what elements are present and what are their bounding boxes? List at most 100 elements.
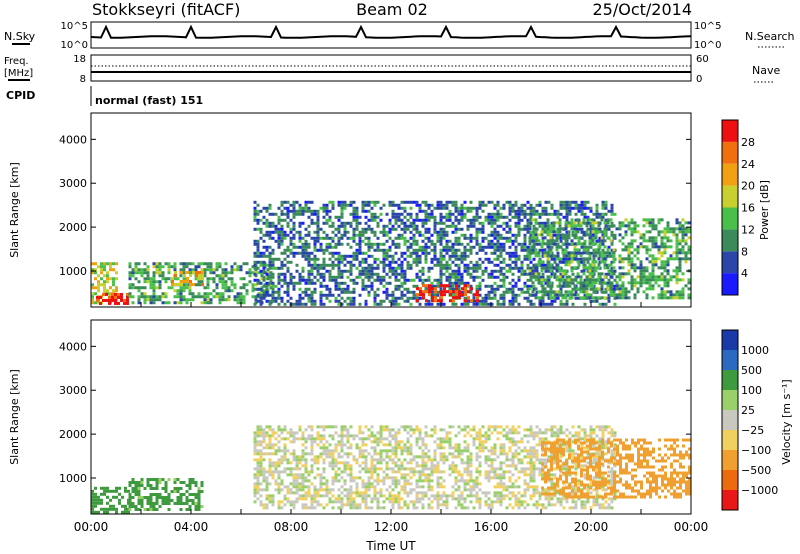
echo-cell — [585, 224, 589, 228]
echo-cell — [511, 284, 515, 288]
echo-cell — [630, 230, 634, 234]
echo-cell — [298, 461, 302, 465]
echo-cell — [418, 278, 422, 282]
echo-cell — [528, 248, 532, 252]
echo-cell — [176, 487, 180, 491]
echo-cell — [555, 257, 559, 261]
echo-cell — [660, 287, 664, 291]
echo-cell — [418, 275, 422, 279]
echo-cell — [325, 449, 329, 453]
echo-cell — [349, 269, 353, 273]
echo-cell — [409, 446, 413, 450]
echo-cell — [349, 506, 353, 510]
echo-cell — [310, 494, 314, 498]
echo-cell — [433, 242, 437, 246]
echo-cell — [594, 251, 598, 255]
echo-cell — [179, 502, 183, 506]
echo-cell — [552, 266, 556, 270]
echo-cell — [433, 257, 437, 261]
echo-cell — [442, 206, 446, 210]
echo-cell — [364, 302, 368, 306]
echo-cell — [493, 236, 497, 240]
echo-cell — [158, 505, 162, 509]
echo-cell — [564, 281, 568, 285]
echo-cell — [439, 248, 443, 252]
echo-cell — [564, 284, 568, 288]
echo-cell — [268, 458, 272, 462]
echo-cell — [448, 446, 452, 450]
echo-cell — [577, 206, 581, 210]
echo-cell — [403, 236, 407, 240]
echo-cell — [675, 245, 679, 249]
echo-cell — [440, 293, 443, 297]
echo-cell — [579, 236, 583, 240]
echo-cell — [277, 440, 281, 444]
echo-cell — [559, 206, 563, 210]
echo-cell — [256, 266, 260, 270]
echo-cell — [307, 209, 311, 213]
echo-cell — [307, 473, 311, 477]
echo-cell — [573, 245, 577, 249]
echo-cell — [137, 262, 141, 266]
echo-cell — [439, 482, 443, 486]
echo-cell — [528, 224, 532, 228]
echo-cell — [373, 212, 377, 216]
echo-cell — [660, 251, 664, 255]
echo-cell — [666, 284, 670, 288]
echo-cell — [562, 206, 566, 210]
echo-cell — [394, 269, 398, 273]
echo-cell — [559, 293, 563, 297]
echo-cell — [436, 293, 440, 297]
echo-cell — [546, 290, 550, 294]
echo-cell — [472, 269, 476, 273]
echo-cell — [174, 274, 177, 278]
echo-cell — [585, 248, 589, 252]
echo-cell — [298, 488, 302, 492]
echo-cell — [218, 262, 222, 266]
echo-cell — [343, 464, 347, 468]
echo-cell — [340, 428, 344, 432]
echo-cell — [559, 200, 563, 204]
echo-cell — [490, 272, 494, 276]
echo-cell — [215, 286, 219, 290]
echo-cell — [340, 236, 344, 240]
echo-cell — [334, 473, 338, 477]
echo-cell — [262, 440, 266, 444]
echo-cell — [451, 224, 455, 228]
echo-cell — [583, 206, 587, 210]
echo-cell — [355, 221, 359, 225]
echo-cell — [627, 272, 631, 276]
echo-cell — [346, 290, 350, 294]
echo-cell — [613, 212, 617, 216]
echo-cell — [445, 503, 449, 507]
echo-cell — [460, 209, 464, 213]
echo-cell — [579, 224, 583, 228]
echo-cell — [424, 218, 428, 222]
echo-cell — [451, 281, 455, 285]
echo-cell — [409, 296, 413, 300]
echo-cell — [115, 277, 118, 281]
echo-cell — [325, 293, 329, 297]
echo-cell — [540, 266, 544, 270]
echo-cell — [421, 503, 425, 507]
echo-cell — [431, 287, 434, 291]
echo-cell — [442, 470, 446, 474]
echo-cell — [322, 209, 326, 213]
echo-cell — [94, 277, 97, 281]
echo-cell — [604, 212, 608, 216]
echo-cell — [346, 464, 350, 468]
echo-cell — [191, 268, 195, 272]
echo-cell — [376, 452, 380, 456]
echo-cell — [669, 275, 673, 279]
echo-cell — [361, 497, 365, 501]
echo-cell — [508, 254, 512, 258]
echo-cell — [292, 455, 296, 459]
echo-cell — [179, 262, 183, 266]
echo-cell — [352, 251, 356, 255]
echo-cell — [412, 488, 416, 492]
colorbar-swatch — [722, 251, 738, 274]
echo-cell — [600, 272, 604, 276]
echo-cell — [472, 299, 476, 303]
echo-cell — [451, 260, 455, 264]
echo-cell — [439, 275, 443, 279]
